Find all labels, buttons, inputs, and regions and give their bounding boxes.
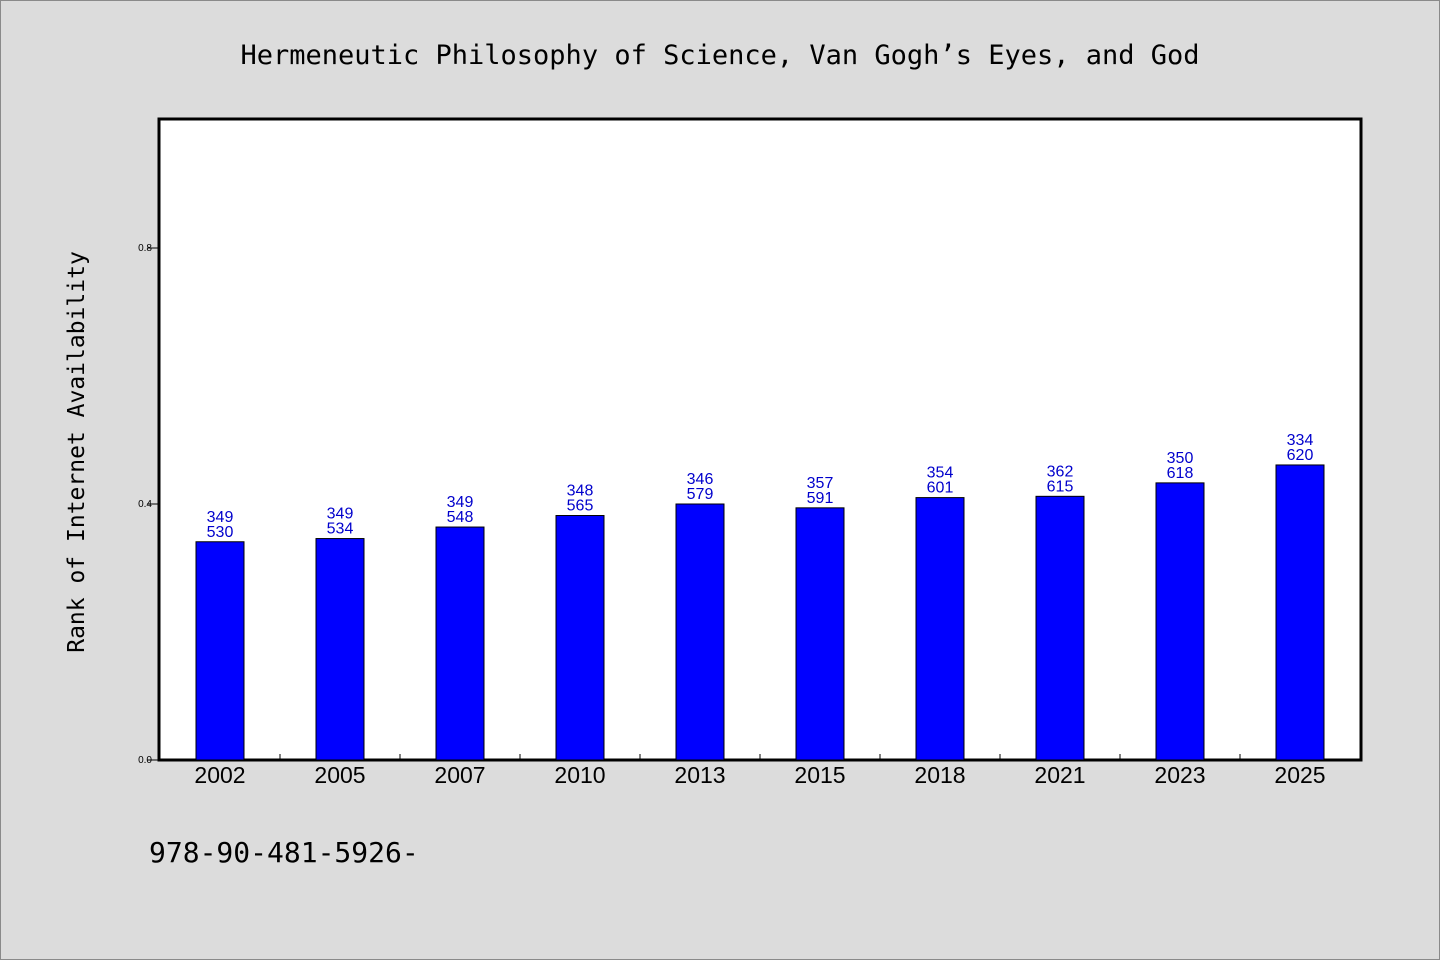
bar	[1155, 482, 1205, 761]
bar	[435, 526, 485, 761]
bar-label-bottom: 620	[1287, 447, 1314, 464]
bars-group	[195, 464, 1325, 761]
bar-label-top: 349	[327, 506, 354, 523]
x-tick-label: 2021	[1034, 762, 1085, 788]
x-tick-label: 2010	[554, 762, 605, 788]
bar	[795, 507, 845, 761]
bar-label-bottom: 579	[687, 486, 714, 503]
bar	[555, 515, 605, 761]
x-tick-label: 2005	[314, 762, 365, 788]
bar-label-bottom: 530	[207, 524, 234, 541]
y-axis-label: Rank of Internet Availability	[64, 251, 90, 653]
x-tick-label: 2018	[914, 762, 965, 788]
bar-label-bottom: 591	[807, 490, 834, 507]
isbn-footer: 978-90-481-5926-	[149, 836, 419, 869]
chart-title: Hermeneutic Philosophy of Science, Van G…	[240, 40, 1199, 71]
bar-label-top: 354	[927, 465, 954, 482]
bar-label-top: 349	[447, 494, 474, 511]
x-tick-label: 2023	[1154, 762, 1205, 788]
bar-label-top: 362	[1047, 463, 1074, 480]
x-tick-label: 2015	[794, 762, 845, 788]
y-tick-label: 0.0	[138, 755, 152, 766]
bar-label-top: 349	[207, 509, 234, 526]
bar	[675, 503, 725, 761]
bar-labels-group: 3495303495343495483485653465793575913546…	[207, 432, 1314, 541]
bar-label-bottom: 534	[327, 521, 354, 538]
bar	[915, 497, 965, 761]
x-axis-ticks: 2002 2005 2007 2010 2013 2015 2018 2021 2023 2025	[194, 754, 1326, 788]
bar	[1035, 495, 1085, 761]
y-axis-ticks: 0.0 0.4 0.8	[138, 243, 159, 766]
x-tick-label: 2007	[434, 762, 485, 788]
bar-label-top: 348	[567, 483, 594, 500]
bar-label-bottom: 565	[567, 498, 594, 515]
x-tick-label: 2013	[674, 762, 725, 788]
bar-label-top: 350	[1167, 450, 1194, 467]
bar	[1275, 464, 1325, 761]
bar-label-top: 334	[1287, 432, 1314, 449]
bar-label-bottom: 615	[1047, 478, 1074, 495]
bar	[315, 538, 365, 761]
y-tick-label: 0.4	[138, 499, 152, 510]
bar-label-bottom: 618	[1167, 465, 1194, 482]
x-tick-label: 2025	[1274, 762, 1325, 788]
bar-label-bottom: 601	[927, 480, 954, 497]
bar-label-top: 357	[807, 475, 834, 492]
bar-label-bottom: 548	[447, 509, 474, 526]
bar-label-top: 346	[687, 471, 714, 488]
y-tick-label: 0.8	[138, 243, 152, 254]
x-tick-label: 2002	[194, 762, 245, 788]
bar	[195, 541, 245, 761]
